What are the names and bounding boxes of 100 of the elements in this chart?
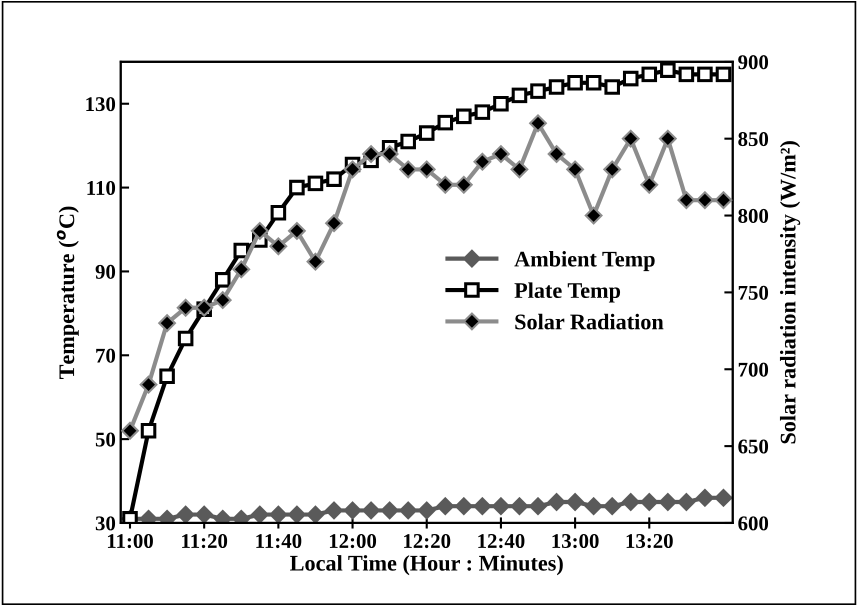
point: [232, 260, 250, 278]
point: [344, 160, 362, 178]
point: [178, 330, 194, 346]
y2-tick-label: 700: [738, 362, 768, 377]
point: [474, 104, 490, 120]
point: [418, 160, 436, 178]
point: [121, 422, 139, 440]
point: [622, 493, 640, 511]
point: [641, 66, 658, 82]
x-tick-label: 11:40: [256, 534, 302, 548]
point: [306, 252, 324, 271]
y2-tick-label: 600: [738, 516, 768, 530]
point: [492, 497, 510, 516]
x-tick-label: 12:40: [478, 534, 524, 548]
point: [567, 74, 583, 91]
point: [269, 506, 288, 523]
point: [510, 497, 528, 516]
y-axis-title: Temperature ($^{o}$C): [56, 206, 79, 380]
point: [140, 376, 158, 394]
legend-label: Plate Temp: [514, 282, 620, 303]
point: [250, 506, 269, 523]
point: [660, 62, 676, 78]
point: [548, 493, 566, 511]
point: [288, 506, 306, 523]
x-tick-label: 11:00: [108, 534, 153, 548]
point: [214, 291, 232, 309]
point: [289, 180, 305, 196]
point: [548, 145, 566, 163]
point: [306, 506, 324, 523]
point: [269, 237, 288, 256]
point: [714, 488, 732, 507]
x-tick-label: 13:00: [552, 534, 599, 548]
point: [454, 176, 473, 194]
point: [436, 176, 454, 194]
legend-label: Solar Radiation: [515, 314, 664, 330]
y-tick-label: 30: [96, 516, 116, 530]
x-axis-title: Local Time (Hour : Minutes): [290, 555, 563, 576]
point: [399, 502, 418, 520]
point: [492, 145, 510, 163]
point: [418, 502, 436, 520]
x-tick-label: 12:20: [404, 534, 450, 548]
point: [362, 145, 380, 163]
point: [214, 272, 231, 288]
point: [400, 134, 416, 150]
point: [308, 176, 324, 192]
point: [233, 242, 250, 258]
y2-tick-label: 800: [738, 208, 768, 223]
point: [716, 66, 732, 82]
y2-tick-label: 900: [738, 55, 768, 70]
point: [677, 493, 696, 511]
point: [159, 368, 175, 384]
point: [566, 493, 584, 511]
point: [140, 422, 156, 439]
point: [640, 493, 658, 511]
point: [325, 502, 343, 520]
point: [529, 497, 547, 516]
point: [697, 66, 713, 82]
point: [473, 152, 492, 171]
x-tick-label: 13:20: [626, 534, 673, 548]
point: [677, 191, 696, 210]
y2-tick-label: 850: [738, 132, 768, 146]
point: [176, 298, 195, 317]
point: [270, 204, 286, 221]
point: [530, 83, 546, 99]
y-tick-label: 130: [86, 97, 116, 112]
point: [604, 79, 620, 95]
y2-tick-label: 650: [738, 439, 768, 454]
point: [436, 497, 454, 516]
point: [399, 160, 418, 178]
point: [603, 160, 622, 178]
y-tick-label: 90: [96, 264, 116, 279]
point: [622, 70, 639, 86]
point: [195, 506, 214, 523]
point: [250, 222, 269, 240]
point: [566, 160, 584, 178]
point: [288, 222, 306, 240]
point: [678, 66, 694, 82]
point: [456, 108, 472, 124]
point: [326, 171, 342, 187]
point: [696, 488, 714, 507]
point: [176, 506, 195, 523]
point: [548, 79, 564, 95]
point: [640, 176, 658, 194]
point: [658, 130, 677, 148]
point: [454, 497, 473, 516]
point: [380, 502, 399, 520]
y2-axis-title: Solar radiation intensity (W/m²): [780, 141, 800, 444]
point: [493, 96, 509, 112]
x-tick-label: 12:00: [330, 534, 376, 548]
point: [362, 502, 380, 520]
y2-tick-label: 750: [738, 286, 768, 300]
point: [603, 497, 622, 516]
point: [512, 88, 528, 104]
point: [158, 314, 176, 332]
point: [586, 74, 602, 91]
point: [584, 497, 603, 516]
point: [622, 130, 640, 148]
point: [658, 493, 677, 511]
point: [714, 191, 732, 210]
point: [510, 160, 528, 178]
